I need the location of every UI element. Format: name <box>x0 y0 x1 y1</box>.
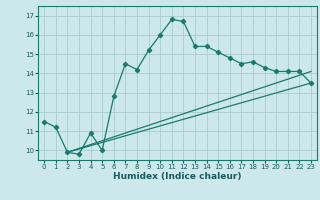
X-axis label: Humidex (Indice chaleur): Humidex (Indice chaleur) <box>113 172 242 181</box>
